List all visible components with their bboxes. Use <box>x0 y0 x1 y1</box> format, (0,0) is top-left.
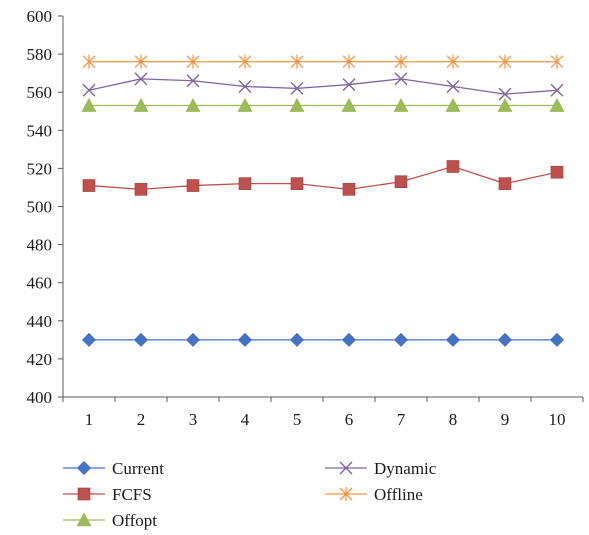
data-point-dynamic <box>290 81 304 95</box>
data-point-fcfs <box>550 165 564 179</box>
y-tick-label: 540 <box>27 121 53 140</box>
data-point-fcfs <box>186 179 200 192</box>
data-point-dynamic <box>394 72 408 86</box>
data-point-offopt <box>549 97 565 112</box>
data-point-current <box>81 332 97 347</box>
data-point-dynamic <box>550 83 564 97</box>
data-point-current <box>133 332 149 347</box>
data-point-fcfs <box>238 177 252 190</box>
legend-label-fcfs: FCFS <box>112 485 152 504</box>
legend-item-offline: Offline <box>325 485 423 504</box>
data-point-offopt <box>341 97 357 112</box>
y-tick-label: 440 <box>27 312 53 331</box>
data-point-offline <box>290 54 304 69</box>
data-point-offopt <box>81 97 97 112</box>
legend-item-dynamic: Dynamic <box>325 459 437 478</box>
series-layer <box>81 54 565 347</box>
data-point-dynamic <box>238 79 252 93</box>
data-point-offline <box>186 54 200 69</box>
legend-item-current: Current <box>63 459 164 478</box>
y-tick-label: 600 <box>27 7 53 26</box>
data-point-offline <box>82 54 96 69</box>
data-point-fcfs <box>394 175 408 189</box>
legend-marker-current <box>76 460 92 476</box>
y-tick-label: 400 <box>27 388 53 407</box>
legend-marker-fcfs <box>77 487 91 501</box>
legend-item-offopt: Offopt <box>63 511 157 530</box>
data-point-current <box>185 332 201 347</box>
x-tick-label: 4 <box>241 410 250 429</box>
data-point-fcfs <box>134 183 148 196</box>
legend-item-fcfs: FCFS <box>63 485 152 504</box>
data-point-offopt <box>445 97 461 112</box>
data-point-fcfs <box>342 183 356 196</box>
data-point-fcfs <box>290 177 304 190</box>
data-point-dynamic <box>186 74 200 88</box>
data-point-dynamic <box>342 78 356 92</box>
legend-marker-dynamic <box>339 461 353 475</box>
data-point-dynamic <box>134 72 148 86</box>
y-tick-label: 500 <box>27 198 53 217</box>
data-point-fcfs <box>446 160 460 173</box>
series-offline <box>82 54 564 69</box>
data-point-current <box>549 332 565 347</box>
y-tick-label: 460 <box>27 274 53 293</box>
data-point-offline <box>446 54 460 69</box>
data-point-offopt <box>185 97 201 112</box>
series-current <box>81 332 565 347</box>
x-tick-label: 7 <box>397 410 406 429</box>
series-line-fcfs <box>88 165 558 191</box>
x-tick-label: 2 <box>137 410 146 429</box>
legend-label-current: Current <box>112 459 164 478</box>
data-point-offopt <box>497 97 513 112</box>
y-tick-label: 580 <box>27 45 53 64</box>
legend-label-offline: Offline <box>374 485 423 504</box>
data-point-offline <box>394 54 408 69</box>
series-dynamic <box>82 72 564 101</box>
y-tick-label: 480 <box>27 236 53 255</box>
x-tick-label: 10 <box>549 410 566 429</box>
data-point-current <box>341 332 357 347</box>
legend-label-dynamic: Dynamic <box>374 459 437 478</box>
legend-marker-offopt <box>76 512 92 527</box>
data-point-current <box>289 332 305 347</box>
data-point-dynamic <box>498 87 512 101</box>
axes: 400 420 440 460 480 500 520 540 560 580 600 1 2 3 4 5 6 7… <box>27 7 584 429</box>
legend: Current FCFS Offopt Dynamic Offline <box>63 459 437 530</box>
legend-marker-offline <box>339 487 353 501</box>
data-point-offopt <box>237 97 253 112</box>
x-tick-label: 6 <box>345 410 354 429</box>
data-point-fcfs <box>82 179 96 192</box>
y-tick-label: 520 <box>27 159 53 178</box>
x-tick-label: 8 <box>449 410 458 429</box>
y-tick-label: 420 <box>27 350 53 369</box>
data-point-offopt <box>289 97 305 112</box>
y-tick-label: 560 <box>27 83 53 102</box>
x-tick-label: 5 <box>293 410 302 429</box>
data-point-current <box>237 332 253 347</box>
data-point-dynamic <box>446 79 460 93</box>
data-point-offopt <box>133 97 149 112</box>
data-point-offline <box>498 54 512 69</box>
data-point-offline <box>134 54 148 69</box>
series-fcfs <box>82 160 564 196</box>
data-point-offopt <box>393 97 409 112</box>
series-line-dynamic <box>88 78 558 95</box>
data-point-offline <box>342 54 356 69</box>
legend-label-offopt: Offopt <box>112 511 157 530</box>
x-tick-label: 9 <box>501 410 510 429</box>
data-point-offline <box>238 54 252 69</box>
x-tick-label: 1 <box>85 410 94 429</box>
data-point-current <box>497 332 513 347</box>
series-offopt <box>81 97 565 112</box>
data-point-offline <box>550 54 564 69</box>
x-tick-label: 3 <box>189 410 198 429</box>
data-point-current <box>445 332 461 347</box>
data-point-current <box>393 332 409 347</box>
data-point-dynamic <box>82 83 96 97</box>
data-point-fcfs <box>498 177 512 190</box>
